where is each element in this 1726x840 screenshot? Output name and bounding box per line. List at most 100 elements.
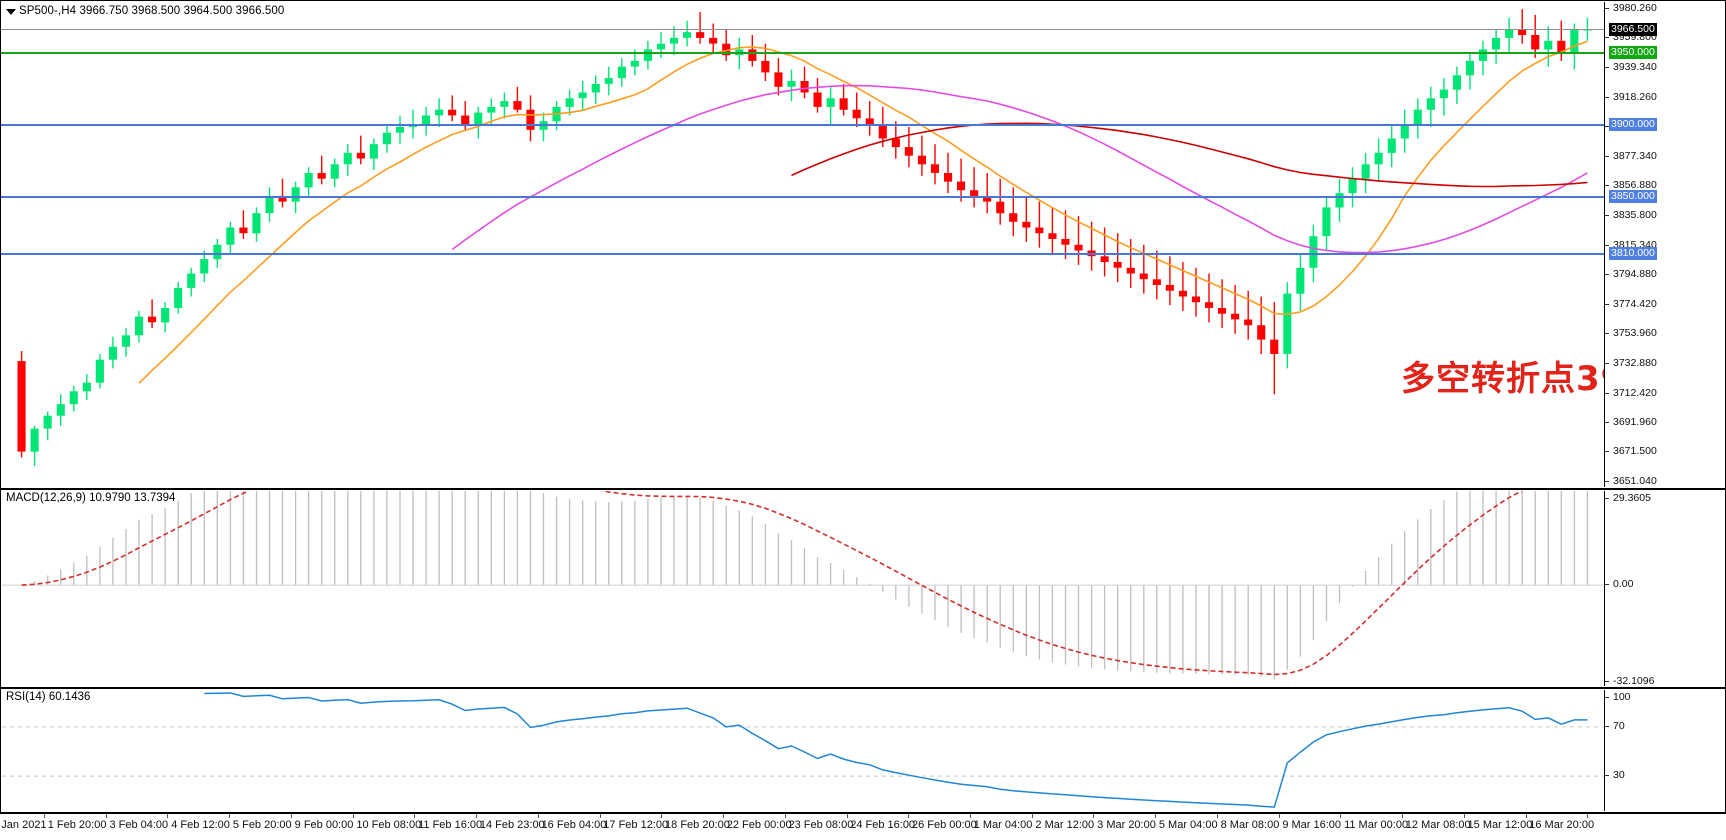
price-tick-label: 3753.960 [1613,326,1657,339]
time-axis-tick [44,814,45,818]
level-line-3850 [1,195,1606,198]
price-level-tag[interactable]: 3900.000 [1609,118,1657,132]
time-axis-label: 3 Mar 20:00 [1097,819,1156,831]
price-tick-label: 3712.420 [1613,386,1657,399]
price-tick-label: 3794.880 [1613,268,1657,281]
time-axis-tick [352,814,354,818]
price-tick-label: 3918.260 [1613,90,1657,103]
rsi-tick-label: 70 [1613,719,1625,732]
time-axis-tick [1463,814,1465,818]
time-axis-tick [969,814,971,818]
level-line-3900 [1,124,1606,127]
macd-scale[interactable]: 29.3605 0.00 -32.1096 [1604,491,1725,687]
time-axis-label: 9 Feb 00:00 [294,819,354,831]
time-axis-label: 10 Feb 08:00 [356,819,422,831]
price-candles [17,9,1592,466]
time-axis-label: 26 Feb 00:00 [911,819,977,831]
time-axis-label: 1 Mar 04:00 [973,819,1033,831]
rsi-tick-label: 30 [1613,769,1625,782]
time-axis-label: 16 Feb 04:00 [541,819,607,831]
price-tick-label: 3877.340 [1613,149,1657,162]
time-axis-label: 3 Feb 04:00 [109,819,169,831]
price-tick-label: 3939.340 [1613,60,1657,73]
time-axis-tick [229,814,231,818]
rsi-tick-label: 100 [1613,691,1631,703]
time-axis-label: 9 Mar 16:00 [1282,819,1342,831]
price-panel: SP500-,H4 3966.750 3968.500 3964.500 396… [0,0,1726,489]
symbol-ohlc-label: SP500-,H4 3966.750 3968.500 3964.500 396… [19,5,285,17]
time-axis-tick [1340,814,1342,818]
time-axis-label: 4 Feb 12:00 [171,819,230,831]
time-axis-label: 17 Feb 12:00 [603,819,669,831]
price-tick-label: 3691.960 [1613,415,1657,428]
macd-tick-label: 29.3605 [1613,492,1651,504]
time-axis-label: 1 Feb 20:00 [47,819,107,831]
time-axis-tick [1155,814,1157,818]
time-axis-tick [846,814,848,818]
time-axis-tick [1278,814,1280,818]
time-axis-label: 29 Jan 2021 [0,819,47,831]
time-axis-label: 11 Feb 16:00 [418,819,483,831]
time-axis-label: 2 Mar 12:00 [1035,819,1095,831]
time-axis-label: 24 Feb 16:00 [850,819,916,831]
price-scale[interactable]: 3980.2603959.8003939.3403918.2603897.800… [1604,2,1725,487]
time-axis-label: 8 Mar 08:00 [1220,819,1280,831]
time-axis-label: 18 Feb 20:00 [665,819,730,831]
time-axis-tick [1402,814,1404,818]
time-axis-tick [599,814,601,818]
time-axis-label: 14 Feb 23:00 [479,819,545,831]
time-axis-tick [723,814,725,818]
time-axis-label: 5 Mar 04:00 [1158,819,1218,831]
price-level-tag[interactable]: 3810.000 [1609,247,1657,261]
time-axis-tick [1031,814,1033,818]
price-tick-label: 3774.420 [1613,297,1657,310]
time-axis-tick [167,814,169,818]
time-axis-label: 12 Mar 08:00 [1405,819,1471,831]
price-tick-label: 3671.500 [1613,445,1657,458]
time-axis-tick [290,814,292,818]
price-level-tag[interactable]: 3950.000 [1609,46,1657,60]
time-axis-tick [1525,814,1527,818]
price-plot-area[interactable] [2,2,1605,487]
price-tick-label: 3980.260 [1613,1,1657,14]
time-axis-tick [537,814,539,818]
time-axis-label: 16 Mar 20:00 [1529,819,1595,831]
macd-tick-label: -32.1096 [1613,675,1655,687]
macd-series [2,491,1605,680]
time-axis-tick [476,814,478,818]
macd-tick-label: 0.00 [1613,578,1634,591]
current-price-tag: 3966.500 [1609,22,1657,36]
price-tick-label: 3732.880 [1613,357,1657,370]
price-tick-label: 3651.040 [1613,474,1657,487]
time-axis-label: 11 Mar 00:00 [1344,819,1409,831]
price-tick-label: 3856.880 [1613,179,1657,192]
time-axis-tick [414,814,416,818]
time-axis-tick [908,814,910,818]
price-tick-label: 3835.800 [1613,209,1657,222]
macd-plot-area[interactable] [2,491,1605,686]
time-axis-tick [1093,814,1095,818]
time-axis-tick [661,814,663,818]
triangle-down-icon[interactable] [6,9,16,15]
time-axis-label: 23 Feb 08:00 [788,819,854,831]
rsi-scale[interactable]: 100 70 30 [1604,690,1725,811]
time-axis-tick [1587,814,1589,818]
time-axis-label: 22 Feb 00:00 [726,819,792,831]
rsi-plot-area[interactable] [2,690,1605,811]
time-axis-label: 5 Feb 20:00 [232,819,292,831]
macd-panel: MACD(12,26,9) 10.9790 13.7394 29.3605 0.0… [0,489,1726,688]
rsi-panel: RSI(14) 60.1436 100 70 30 [0,688,1726,813]
rsi-title: RSI(14) 60.1436 [6,691,91,703]
macd-title: MACD(12,26,9) 10.9790 13.7394 [6,492,176,504]
last-price-line [1,28,1606,30]
level-line-3950 [1,52,1606,55]
time-axis-label: 15 Mar 12:00 [1467,819,1533,831]
level-line-3810 [1,253,1606,256]
price-level-tag[interactable]: 3850.000 [1609,189,1657,203]
rsi-series [2,692,1605,808]
time-axis-tick [105,814,107,818]
time-axis-tick [784,814,786,818]
time-axis-tick [1216,814,1218,818]
